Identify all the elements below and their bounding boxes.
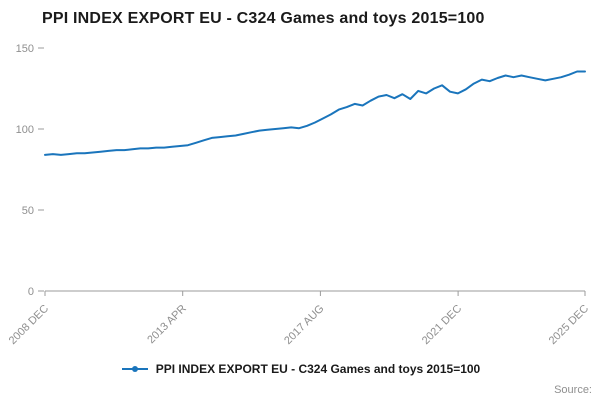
y-axis-tick-label: 150 xyxy=(16,43,34,55)
y-axis-tick-label: 100 xyxy=(16,124,34,136)
legend-label: PPI INDEX EXPORT EU - C324 Games and toy… xyxy=(155,362,481,376)
x-axis-tick-label: 2025 DEC xyxy=(547,303,591,346)
chart-title: PPI INDEX EXPORT EU - C324 Games and toy… xyxy=(42,10,485,27)
y-axis-tick-label: 50 xyxy=(22,205,34,217)
x-axis-tick-label: 2013 APR xyxy=(145,303,189,346)
x-axis-tick-label: 2021 DEC xyxy=(420,303,464,346)
x-axis-tick-label: 2017 AUG xyxy=(282,303,326,346)
data-series-line xyxy=(44,70,586,156)
legend-line-marker-icon xyxy=(121,366,148,372)
chart-canvas: 0 50 100 150 2008 DEC 2013 APR 2017 AUG 2021 DE… xyxy=(7,43,591,346)
x-axis-tick-label: 2008 DEC xyxy=(7,303,51,346)
y-axis-tick-label: 0 xyxy=(28,286,34,298)
source-label: Source: xyxy=(554,384,592,396)
legend-item[interactable]: PPI INDEX EXPORT EU - C324 Games and toy… xyxy=(0,362,600,376)
